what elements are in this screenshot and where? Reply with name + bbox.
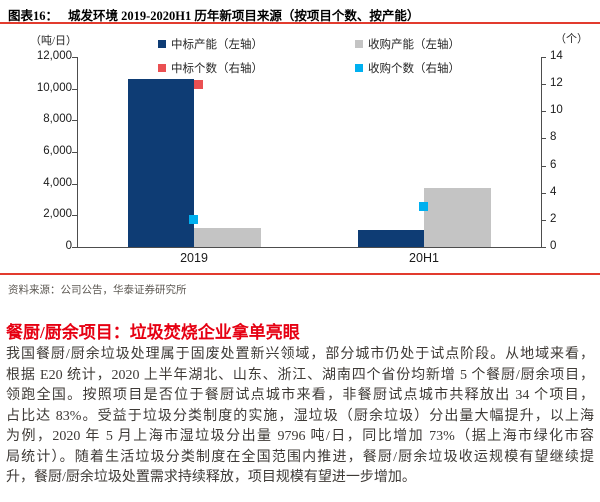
left-axis-tick [72,57,77,58]
legend-item: 中标个数（右轴） [158,60,263,76]
body-paragraph: 我国餐厨/厨余垃圾处理属于固废处置新兴领域，部分城市仍处于试点阶段。从地域来看，… [6,345,594,489]
body-text-line: 根据 E20 统计，2020 上半年湖北、山东、浙江、湖南四个省份均新增 5 个… [6,367,594,383]
right-axis-tick [541,57,546,58]
body-text-line: 领跑全国。按照项目是否位于餐厨试点城市来看，非餐厨试点城市共释放出 34 个项目… [6,388,594,403]
section-heading: 餐厨/厨余项目：垃圾焚烧企业拿单亮眼 [6,323,300,342]
source-note: 资料来源：公司公告，华泰证券研究所 [8,285,187,296]
figure-number: 图表16： [8,9,59,23]
legend-swatch-icon [158,40,166,48]
legend-label: 中标产能（左轴） [171,39,263,51]
legend-label: 收购个数（右轴） [368,63,460,75]
body-text-line: 为例，2020 年 5 月上海市湿垃圾分出量 9796 吨/日，同比增加 73%… [6,429,594,444]
title-underline-rule [0,22,600,24]
left-axis-tick [72,152,77,153]
right-axis-tick-label: 14 [550,50,563,62]
legend-item: 中标产能（左轴） [158,36,263,52]
legend-item: 收购个数（右轴） [355,60,460,76]
body-text-line: 占比达 83%。受益于垃圾分类制度的实施，湿垃圾（厨余垃圾）分出量大幅提升，以上… [6,408,594,424]
right-axis-tick [541,192,546,194]
body-text-line: 升，餐厨/厨余垃圾处置需求持续释放，项目规模有望进一步增加。 [6,470,416,485]
bar-win-20H1 [358,229,424,247]
marker-acquire-count-2019 [188,215,198,225]
marker-win-count-2019 [193,79,203,89]
bar-acquire-2019 [194,228,261,247]
right-axis-tick-label: 4 [550,185,557,198]
left-axis-tick [72,247,77,248]
left-axis-tick-label: 10,000 [36,81,72,94]
left-axis-tick [72,120,77,122]
right-axis-tick-label: 2 [550,212,557,225]
x-axis-category-label: 2019 [180,251,208,265]
chart-plot-area: 0 2,000 4,000 6,000 8,000 10,000 12,000 0 2 4 6 8 10… [37,50,563,265]
body-text-line: 我国餐厨/厨余垃圾处理属于固废处置新兴领域，部分城市仍处于试点阶段。从地域来看， [6,347,594,362]
right-axis-tick [541,111,546,113]
left-axis-tick-label: 2,000 [43,208,72,221]
left-axis-tick-label: 8,000 [43,113,72,126]
legend-label: 收购产能（左轴） [368,39,460,51]
legend-label: 中标个数（右轴） [171,63,263,75]
legend-swatch-icon [355,40,363,48]
right-axis-tick-label: 0 [550,240,557,252]
right-axis-tick-label: 6 [550,158,557,171]
right-axis-tick [541,247,546,248]
right-axis-unit-label: （个） [555,33,588,45]
left-axis-tick-label: 6,000 [43,145,72,157]
right-axis-tick [541,138,546,140]
bar-win-2019 [128,79,194,247]
right-axis-tick-label: 10 [550,104,563,117]
figure-title-row: 图表16： 城发环境 2019-2020H1 历年新项目来源（按项目个数、按产能… [8,5,419,24]
x-axis-category-label: 20H1 [409,251,439,265]
left-axis-tick-label: 4,000 [43,176,72,189]
bar-acquire-20H1 [424,188,491,247]
legend-swatch-icon [355,64,363,72]
left-axis-tick [72,215,77,217]
left-axis-unit-label: （吨/日） [30,35,78,47]
left-axis-tick [72,88,77,90]
right-axis-tick [541,219,546,221]
left-axis-tick-label: 0 [65,240,72,252]
left-axis-tick-label: 12,000 [36,50,72,62]
right-axis-tick-label: 8 [550,131,557,144]
left-axis-tick [72,183,77,185]
right-axis-tick [541,165,546,167]
right-axis-tick [541,84,546,86]
body-text-line: 局统计）。随着生活垃圾分类制度在全国范围内推进，餐厨/厨余垃圾收运规模有望继续提 [6,449,594,465]
marker-acquire-count-20H1 [418,201,428,211]
legend-swatch-icon [158,64,166,72]
figure-title: 城发环境 2019-2020H1 历年新项目来源（按项目个数、按产能） [68,9,420,23]
figure-bottom-rule [0,273,600,275]
right-axis-tick-label: 12 [550,77,563,90]
legend-item: 收购产能（左轴） [355,36,460,52]
